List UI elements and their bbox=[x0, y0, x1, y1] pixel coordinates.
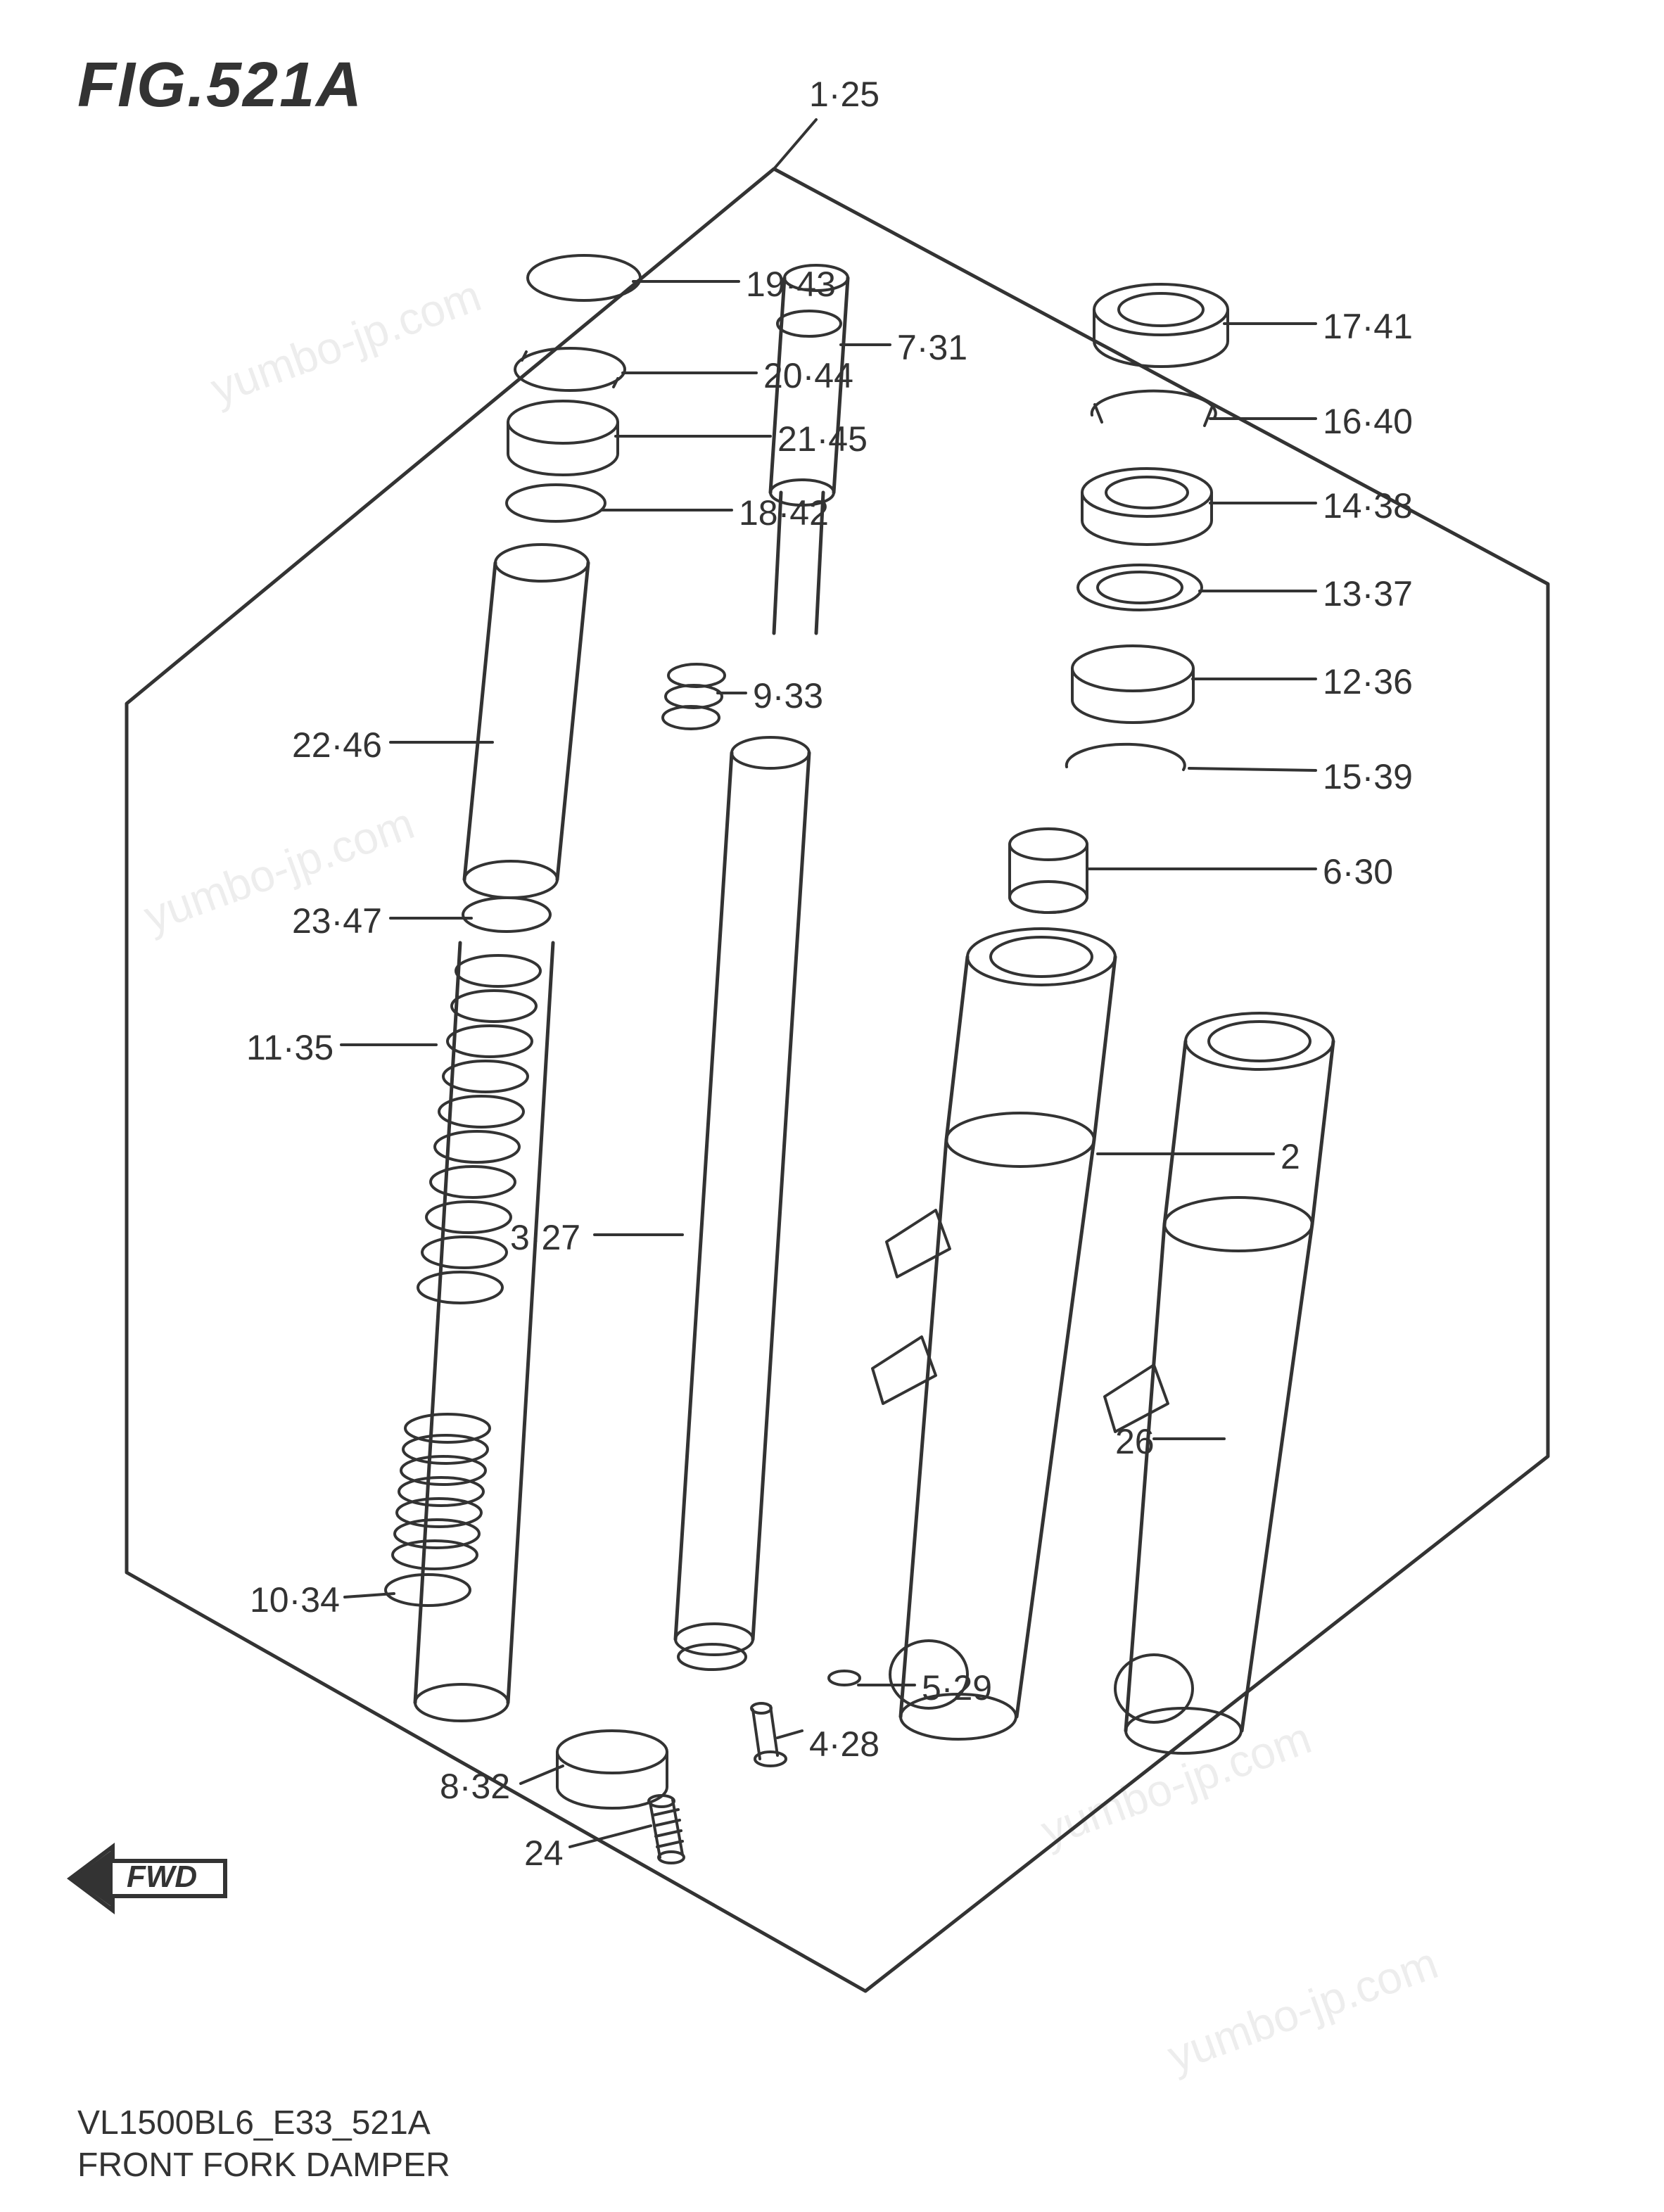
callout: 5·29 bbox=[922, 1667, 992, 1708]
part-tube-22-right bbox=[557, 563, 588, 879]
callout: 10·34 bbox=[250, 1579, 340, 1620]
callout: 20·44 bbox=[763, 355, 853, 396]
part-seal-17-out bbox=[1094, 284, 1228, 335]
callout: 9·33 bbox=[753, 675, 823, 716]
diagram-page: yumbo-jp.com yumbo-jp.com yumbo-jp.com y… bbox=[0, 0, 1664, 2212]
callout: 1·25 bbox=[809, 74, 879, 115]
callout: 13·37 bbox=[1323, 573, 1413, 614]
part-rod-3-top bbox=[732, 737, 809, 768]
rod-3-foot bbox=[678, 1644, 746, 1670]
callout: 14·38 bbox=[1323, 485, 1413, 526]
callout: 8·32 bbox=[440, 1766, 510, 1807]
part-tube-22-left bbox=[464, 563, 495, 879]
part-bush-6-bot bbox=[1010, 882, 1087, 913]
callout: 15·39 bbox=[1323, 756, 1413, 797]
callout: 12·36 bbox=[1323, 661, 1413, 702]
callout: 16·40 bbox=[1323, 401, 1413, 442]
part-leg-26 bbox=[1105, 1013, 1333, 1753]
callout: 21·45 bbox=[777, 419, 868, 459]
part-metal-12-side bbox=[1072, 668, 1193, 723]
part-tube-22-bot bbox=[464, 861, 557, 898]
linework-svg bbox=[0, 0, 1664, 2212]
part-bolt-24 bbox=[649, 1795, 684, 1863]
rod-groove-1 bbox=[777, 311, 841, 336]
callout: 19·43 bbox=[746, 264, 836, 305]
lower-tube-right bbox=[508, 943, 553, 1703]
fwd-arrow-icon: FWD bbox=[56, 1829, 239, 1928]
part-seal-14-side bbox=[1082, 492, 1212, 545]
callout: 24 bbox=[524, 1833, 564, 1874]
part-bush-6-top bbox=[1010, 829, 1087, 860]
part-spring-11 bbox=[393, 955, 540, 1569]
part-oring-23 bbox=[463, 898, 550, 932]
part-cyl-8-top bbox=[557, 1731, 667, 1773]
part-washer-13-i bbox=[1098, 572, 1182, 603]
part-leg-2 bbox=[872, 929, 1115, 1739]
callout: 22·46 bbox=[292, 725, 382, 765]
lower-tube-left bbox=[415, 943, 460, 1703]
part-gasket-5 bbox=[829, 1671, 860, 1685]
part-rod-3-r bbox=[753, 753, 809, 1639]
callout: 6·30 bbox=[1323, 851, 1393, 892]
part-seal-17-in bbox=[1119, 293, 1203, 326]
callout: 3·27 bbox=[510, 1217, 580, 1258]
callout: 23·47 bbox=[292, 901, 382, 941]
callout: 4·28 bbox=[809, 1724, 879, 1765]
callout: 11·35 bbox=[246, 1027, 334, 1068]
part-bolt-4 bbox=[751, 1703, 786, 1766]
part-metal-12-top bbox=[1072, 646, 1193, 691]
footer-title: FRONT FORK DAMPER bbox=[77, 2146, 450, 2185]
lower-tube-bot bbox=[415, 1684, 508, 1721]
part-seal-17-side bbox=[1094, 310, 1228, 367]
fwd-label: FWD bbox=[127, 1860, 197, 1894]
part-plug-21-side bbox=[508, 422, 618, 475]
part-spacer-10 bbox=[386, 1575, 470, 1606]
callout: 26 bbox=[1115, 1421, 1155, 1462]
part-ring-15 bbox=[1067, 744, 1185, 770]
ring-16-ends bbox=[1095, 405, 1212, 426]
callout: 17·41 bbox=[1323, 306, 1413, 347]
part-ring-20-gap bbox=[522, 352, 618, 387]
part-oring-18 bbox=[507, 485, 605, 521]
part-spring-9 bbox=[663, 664, 725, 729]
footer-code: VL1500BL6_E33_521A bbox=[77, 2104, 431, 2142]
callout: 18·42 bbox=[739, 492, 829, 533]
part-plug-21-top bbox=[508, 401, 618, 443]
part-tube-22-top bbox=[495, 545, 588, 581]
part-rod-3-l bbox=[675, 753, 732, 1639]
part-cap-19 bbox=[528, 255, 640, 300]
part-seal-14-in bbox=[1106, 477, 1188, 508]
callout: 7·31 bbox=[897, 327, 967, 368]
callout: 2 bbox=[1281, 1136, 1300, 1177]
